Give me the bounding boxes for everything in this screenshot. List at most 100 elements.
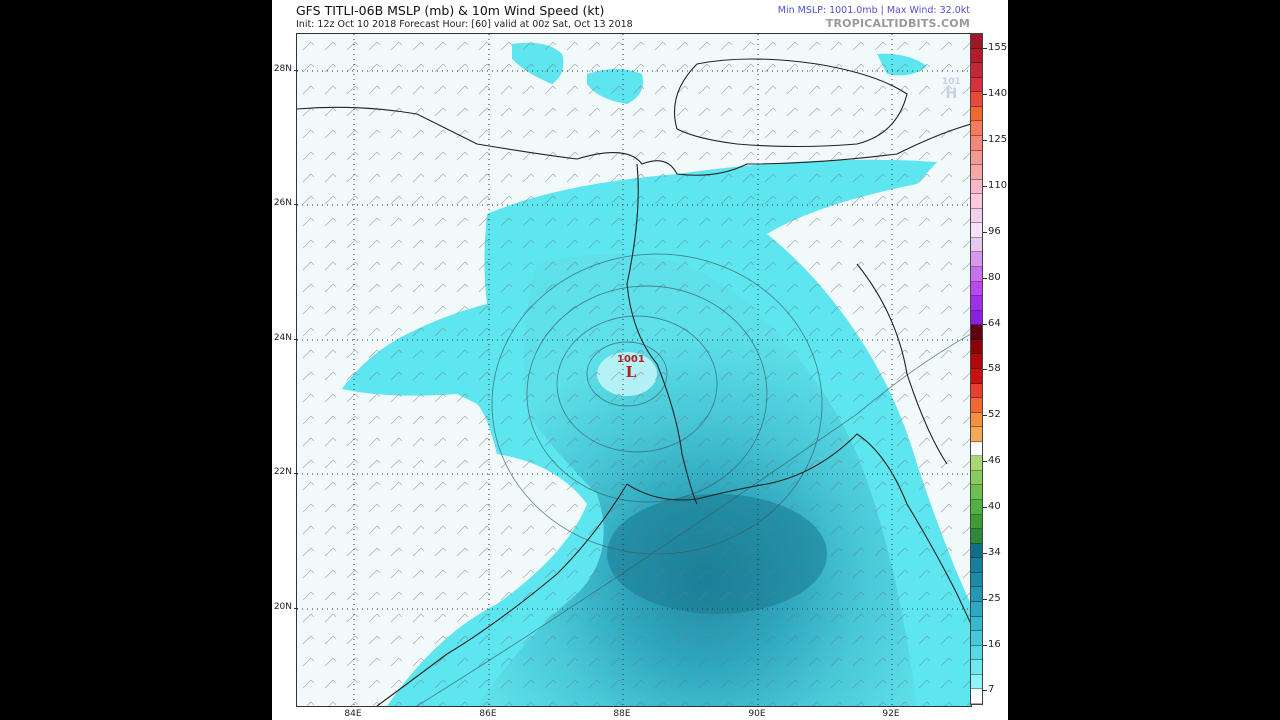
colorbar-tick <box>983 553 987 554</box>
colorbar-segment <box>971 63 982 78</box>
colorbar-segment <box>971 674 982 690</box>
colorbar-segment <box>971 34 982 49</box>
storm-stats: Min MSLP: 1001.0mb | Max Wind: 32.0kt <box>777 5 970 16</box>
lat-label-28n: 28N <box>273 64 298 74</box>
colorbar-label: 64 <box>988 318 1001 329</box>
colorbar-tick <box>983 232 987 233</box>
lon-label-84e: 84E <box>344 709 362 719</box>
colorbar-tick <box>983 324 987 325</box>
colorbar-segment <box>971 310 982 326</box>
colorbar-segment <box>971 587 982 602</box>
low-pressure-center: 1001 L <box>617 355 645 380</box>
colorbar-tick <box>983 645 987 646</box>
colorbar-tick <box>983 461 987 462</box>
lon-label-88e: 88E <box>613 709 631 719</box>
colorbar-segment <box>971 77 982 93</box>
map-title: GFS TITLI-06B MSLP (mb) & 10m Wind Speed… <box>296 3 605 18</box>
colorbar-segment <box>971 689 982 704</box>
colorbar-segment <box>971 631 982 646</box>
colorbar-label: 110 <box>988 180 1008 191</box>
colorbar-label: 140 <box>988 88 1008 99</box>
colorbar-label: 25 <box>988 593 1001 604</box>
low-pressure-letter: L <box>625 363 637 381</box>
colorbar-segment <box>971 441 982 457</box>
colorbar-segment <box>971 383 982 399</box>
colorbar-label: 80 <box>988 272 1001 283</box>
high-pressure-letter: H <box>945 86 958 102</box>
colorbar-segment <box>971 135 982 151</box>
colorbar-segment <box>971 660 982 675</box>
colorbar-segment <box>971 500 982 515</box>
colorbar-segment <box>971 412 982 428</box>
colorbar-segment <box>971 267 982 282</box>
colorbar-tick <box>983 369 987 370</box>
colorbar-segment <box>971 558 982 573</box>
colorbar-segment <box>971 427 982 442</box>
colorbar-segment <box>971 470 982 486</box>
colorbar-label: 52 <box>988 409 1001 420</box>
colorbar-label: 46 <box>988 455 1001 466</box>
wind-field-graphic <box>297 34 971 706</box>
colorbar-segment <box>971 485 982 500</box>
colorbar-segment <box>971 48 982 64</box>
lat-label-24n: 24N <box>273 333 298 343</box>
colorbar-segment <box>971 150 982 166</box>
colorbar-segment <box>971 237 982 253</box>
colorbar-segment <box>971 179 982 195</box>
colorbar-segment <box>971 514 982 530</box>
colorbar-segment <box>971 354 982 369</box>
colorbar-tick <box>983 599 987 600</box>
colorbar-tick <box>983 278 987 279</box>
lat-label-20n: 20N <box>273 602 298 612</box>
colorbar-segment <box>971 368 982 384</box>
colorbar-label: 40 <box>988 501 1001 512</box>
colorbar-segment <box>971 529 982 544</box>
wind-speed-colorbar <box>970 33 983 705</box>
colorbar-tick <box>983 690 987 691</box>
colorbar-tick <box>983 415 987 416</box>
map-panel: GFS TITLI-06B MSLP (mb) & 10m Wind Speed… <box>272 0 1008 720</box>
colorbar-segment <box>971 106 982 122</box>
map-subtitle: Init: 12z Oct 10 2018 Forecast Hour: [60… <box>296 19 633 30</box>
lon-label-92e: 92E <box>882 709 900 719</box>
colorbar-segment <box>971 572 982 588</box>
colorbar-label: 34 <box>988 547 1001 558</box>
colorbar-segment <box>971 296 982 311</box>
colorbar-tick <box>983 94 987 95</box>
high-pressure-value: 101 <box>942 77 961 87</box>
colorbar-segment <box>971 223 982 238</box>
colorbar-tick <box>983 507 987 508</box>
colorbar-segment <box>971 92 982 107</box>
lon-label-86e: 86E <box>479 709 497 719</box>
colorbar-segment <box>971 194 982 209</box>
lat-label-26n: 26N <box>273 198 298 208</box>
colorbar-tick <box>983 186 987 187</box>
weather-map: 1001 L 101 H <box>296 33 972 707</box>
colorbar-label: 58 <box>988 363 1001 374</box>
colorbar-label: 16 <box>988 639 1001 650</box>
colorbar-segment <box>971 339 982 355</box>
colorbar-segment <box>971 252 982 267</box>
colorbar-segment <box>971 645 982 661</box>
colorbar-segment <box>971 456 982 471</box>
colorbar-segment <box>971 165 982 180</box>
colorbar-label: 125 <box>988 134 1008 145</box>
colorbar-tick <box>983 48 987 49</box>
colorbar-segment <box>971 601 982 617</box>
low-pressure-value: 1001 <box>617 354 645 365</box>
colorbar-label: 96 <box>988 226 1001 237</box>
colorbar-segment <box>971 121 982 136</box>
colorbar-label: 155 <box>988 42 1008 53</box>
brand-watermark: TROPICALTIDBITS.COM <box>825 17 970 30</box>
colorbar-segment <box>971 543 982 559</box>
colorbar-segment <box>971 398 982 413</box>
colorbar-segment <box>971 281 982 297</box>
colorbar-label: 7 <box>988 684 995 695</box>
colorbar-tick <box>983 140 987 141</box>
lon-label-90e: 90E <box>748 709 766 719</box>
lat-label-22n: 22N <box>273 467 298 477</box>
colorbar-segment <box>971 616 982 632</box>
colorbar-segment <box>971 325 982 340</box>
high-pressure-center: 101 H <box>942 77 961 102</box>
colorbar-segment <box>971 208 982 224</box>
